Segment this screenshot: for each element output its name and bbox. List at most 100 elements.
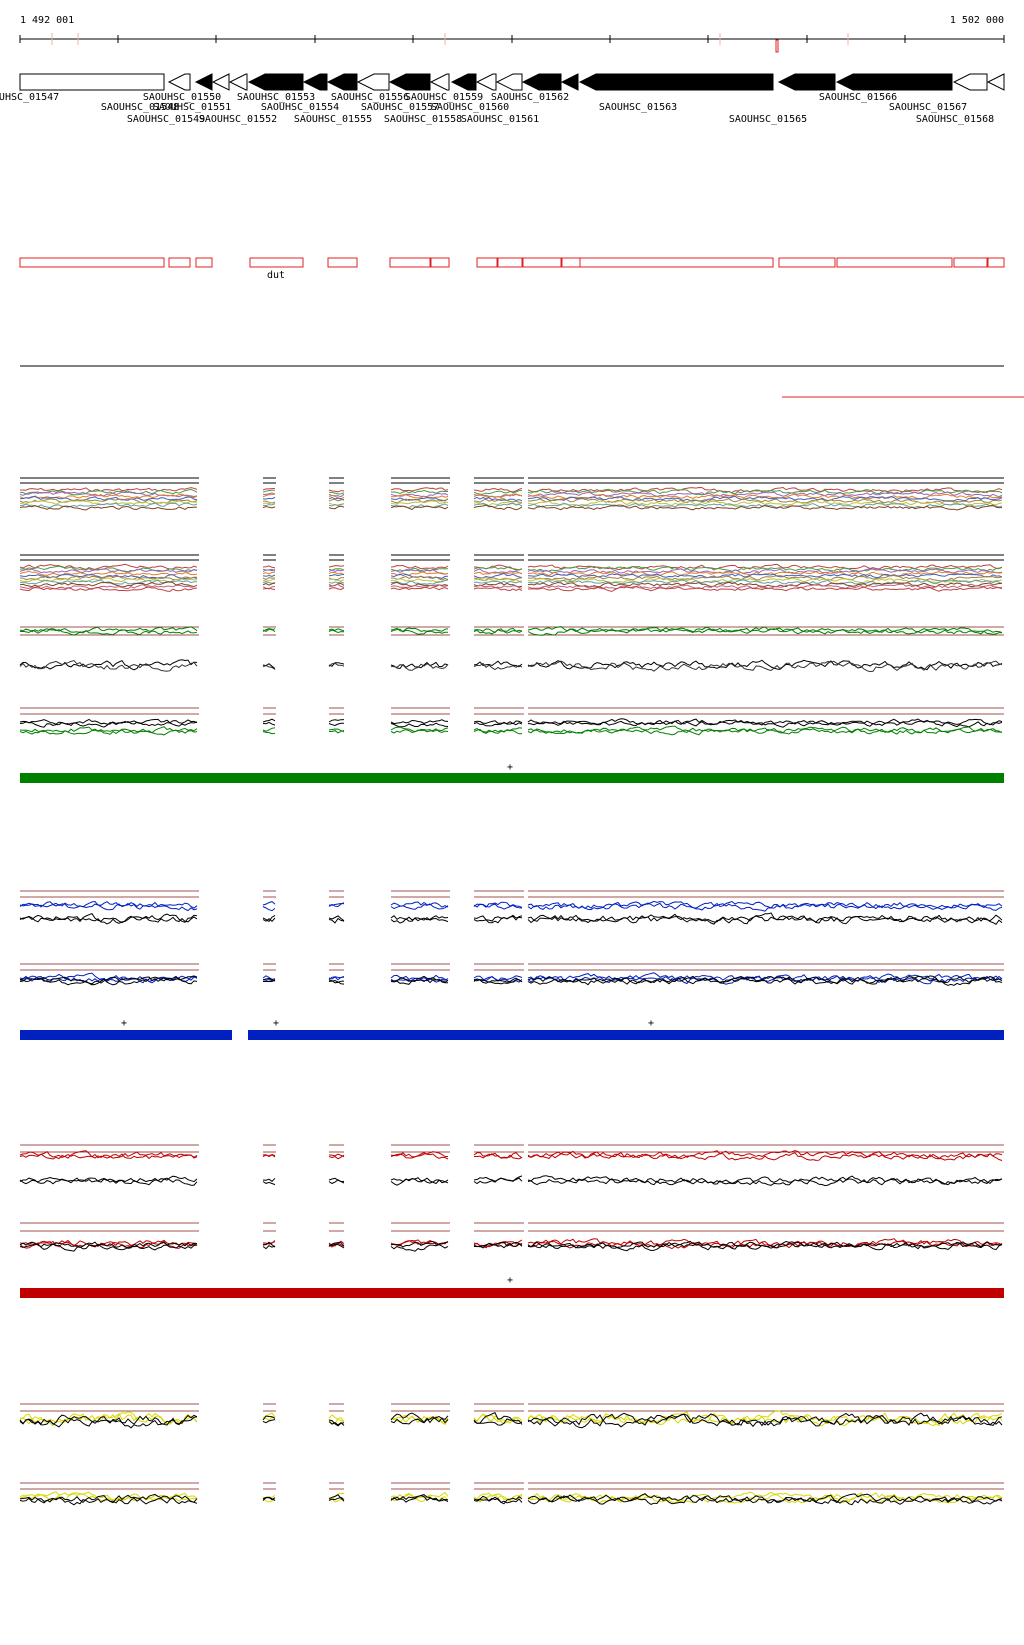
coverage-line: [19, 1416, 198, 1429]
gene-arrow[interactable]: [429, 73, 450, 91]
coverage-line: [328, 578, 345, 582]
coverage-line: [328, 581, 345, 584]
coverage-line: [527, 914, 1003, 925]
gene-label: SAOUHSC_01558: [384, 114, 462, 125]
coverage-line: [19, 900, 198, 909]
gene-label: SAOUHSC_01550: [143, 92, 221, 103]
coverage-line: [527, 583, 1003, 590]
coverage-line: [473, 721, 523, 727]
coverage-line: [328, 571, 345, 576]
coverage-line: [390, 728, 449, 734]
gene-arrow[interactable]: [475, 73, 497, 91]
gene-label: SAOUHSC_01565: [729, 114, 807, 125]
coverage-line: [19, 660, 198, 672]
gene-arrow[interactable]: [560, 73, 579, 91]
coverage-line: [19, 1243, 198, 1252]
gene-arrow[interactable]: [356, 73, 390, 91]
gene-arrow[interactable]: [450, 73, 477, 91]
coverage-line: [19, 1497, 198, 1506]
coverage-line: [19, 488, 198, 496]
gene-arrow[interactable]: [326, 73, 358, 91]
coverage-line: [262, 1419, 276, 1424]
coverage-line: [19, 1241, 198, 1249]
coverage-line: [527, 1412, 1003, 1427]
coverage-line: [527, 573, 1003, 579]
coverage-line: [473, 587, 523, 592]
coverage-line: [390, 584, 449, 588]
coverage-line: [262, 1181, 276, 1186]
gene-arrow[interactable]: [194, 73, 213, 91]
coverage-line: [262, 581, 276, 584]
gene-arrow[interactable]: [835, 73, 953, 91]
gene-arrow[interactable]: [247, 73, 304, 91]
coverage-line: [19, 585, 198, 592]
coverage-line: [19, 1177, 198, 1186]
coverage-line: [19, 729, 198, 736]
coverage-line: [473, 1413, 523, 1425]
gene-arrow[interactable]: [521, 73, 562, 91]
coverage-line: [262, 718, 276, 723]
gene-arrow[interactable]: [578, 73, 774, 91]
gene-arrow[interactable]: [228, 73, 248, 91]
gene-label: SAOUHSC_01552: [199, 114, 277, 125]
coverage-line: [390, 1177, 449, 1186]
coverage-line: [527, 625, 1003, 634]
coverage-line: [473, 978, 523, 985]
coverage-line: [19, 495, 198, 502]
coverage-line: [390, 663, 449, 671]
coverage-line: [390, 578, 449, 583]
gene-arrow[interactable]: [211, 73, 230, 91]
coverage-line: [390, 903, 449, 910]
gene-arrow[interactable]: [302, 73, 328, 91]
coverage-line: [328, 902, 345, 908]
coverage-line: [262, 503, 276, 507]
coverage-line: [390, 1416, 449, 1425]
coverage-line: [527, 660, 1003, 673]
coverage-line: [473, 490, 523, 495]
coverage-line: [19, 914, 198, 925]
coverage-line: [527, 727, 1003, 736]
coverage-line: [390, 661, 449, 670]
coverage-line: [527, 486, 1003, 494]
coverage-line: [527, 900, 1003, 911]
gene-arrow[interactable]: [986, 73, 1005, 91]
blue-region-bar-2: [248, 1030, 1004, 1040]
coverage-line: [473, 566, 523, 571]
coverage-line: [527, 565, 1003, 572]
gene-label: SAOUHSC_01556: [331, 92, 409, 103]
annotation-track: [19, 257, 1005, 268]
annotation-box: [195, 257, 213, 268]
annotation-box: [497, 257, 523, 268]
gene-arrow[interactable]: [777, 73, 836, 91]
annotation-box: [168, 257, 191, 268]
coverage-line: [527, 1177, 1003, 1187]
gene-arrow[interactable]: [19, 73, 165, 91]
gene-arrow[interactable]: [388, 73, 431, 91]
coverage-line: [390, 1495, 449, 1503]
coverage-line: [262, 577, 275, 581]
coverage-line: [262, 1241, 276, 1248]
coverage-line: [328, 628, 345, 632]
coverage-line: [262, 571, 276, 575]
coverage-line: [19, 626, 198, 634]
gene-arrow[interactable]: [495, 73, 523, 91]
coverage-line: [328, 498, 345, 502]
coverage-line: [262, 568, 276, 572]
gene-label: SAOUHSC_01563: [599, 102, 677, 113]
coverage-line: [390, 628, 449, 635]
coverage-line: [473, 977, 523, 983]
coverage-line: [390, 1240, 449, 1248]
ruler-ticks: [19, 33, 1005, 53]
coverage-line: [390, 915, 449, 922]
gene-arrow[interactable]: [167, 73, 191, 91]
coverage-line: [473, 498, 523, 503]
coverage-line: [262, 665, 276, 670]
annotation-box: [19, 257, 165, 268]
coverage-line: [390, 719, 449, 725]
coverage-line: [19, 628, 198, 636]
coverage-line: [19, 1411, 198, 1425]
coverage-line: [328, 583, 345, 588]
coverage-line: [19, 1175, 198, 1185]
annotation-box: [987, 257, 1005, 268]
gene-arrow[interactable]: [952, 73, 988, 91]
